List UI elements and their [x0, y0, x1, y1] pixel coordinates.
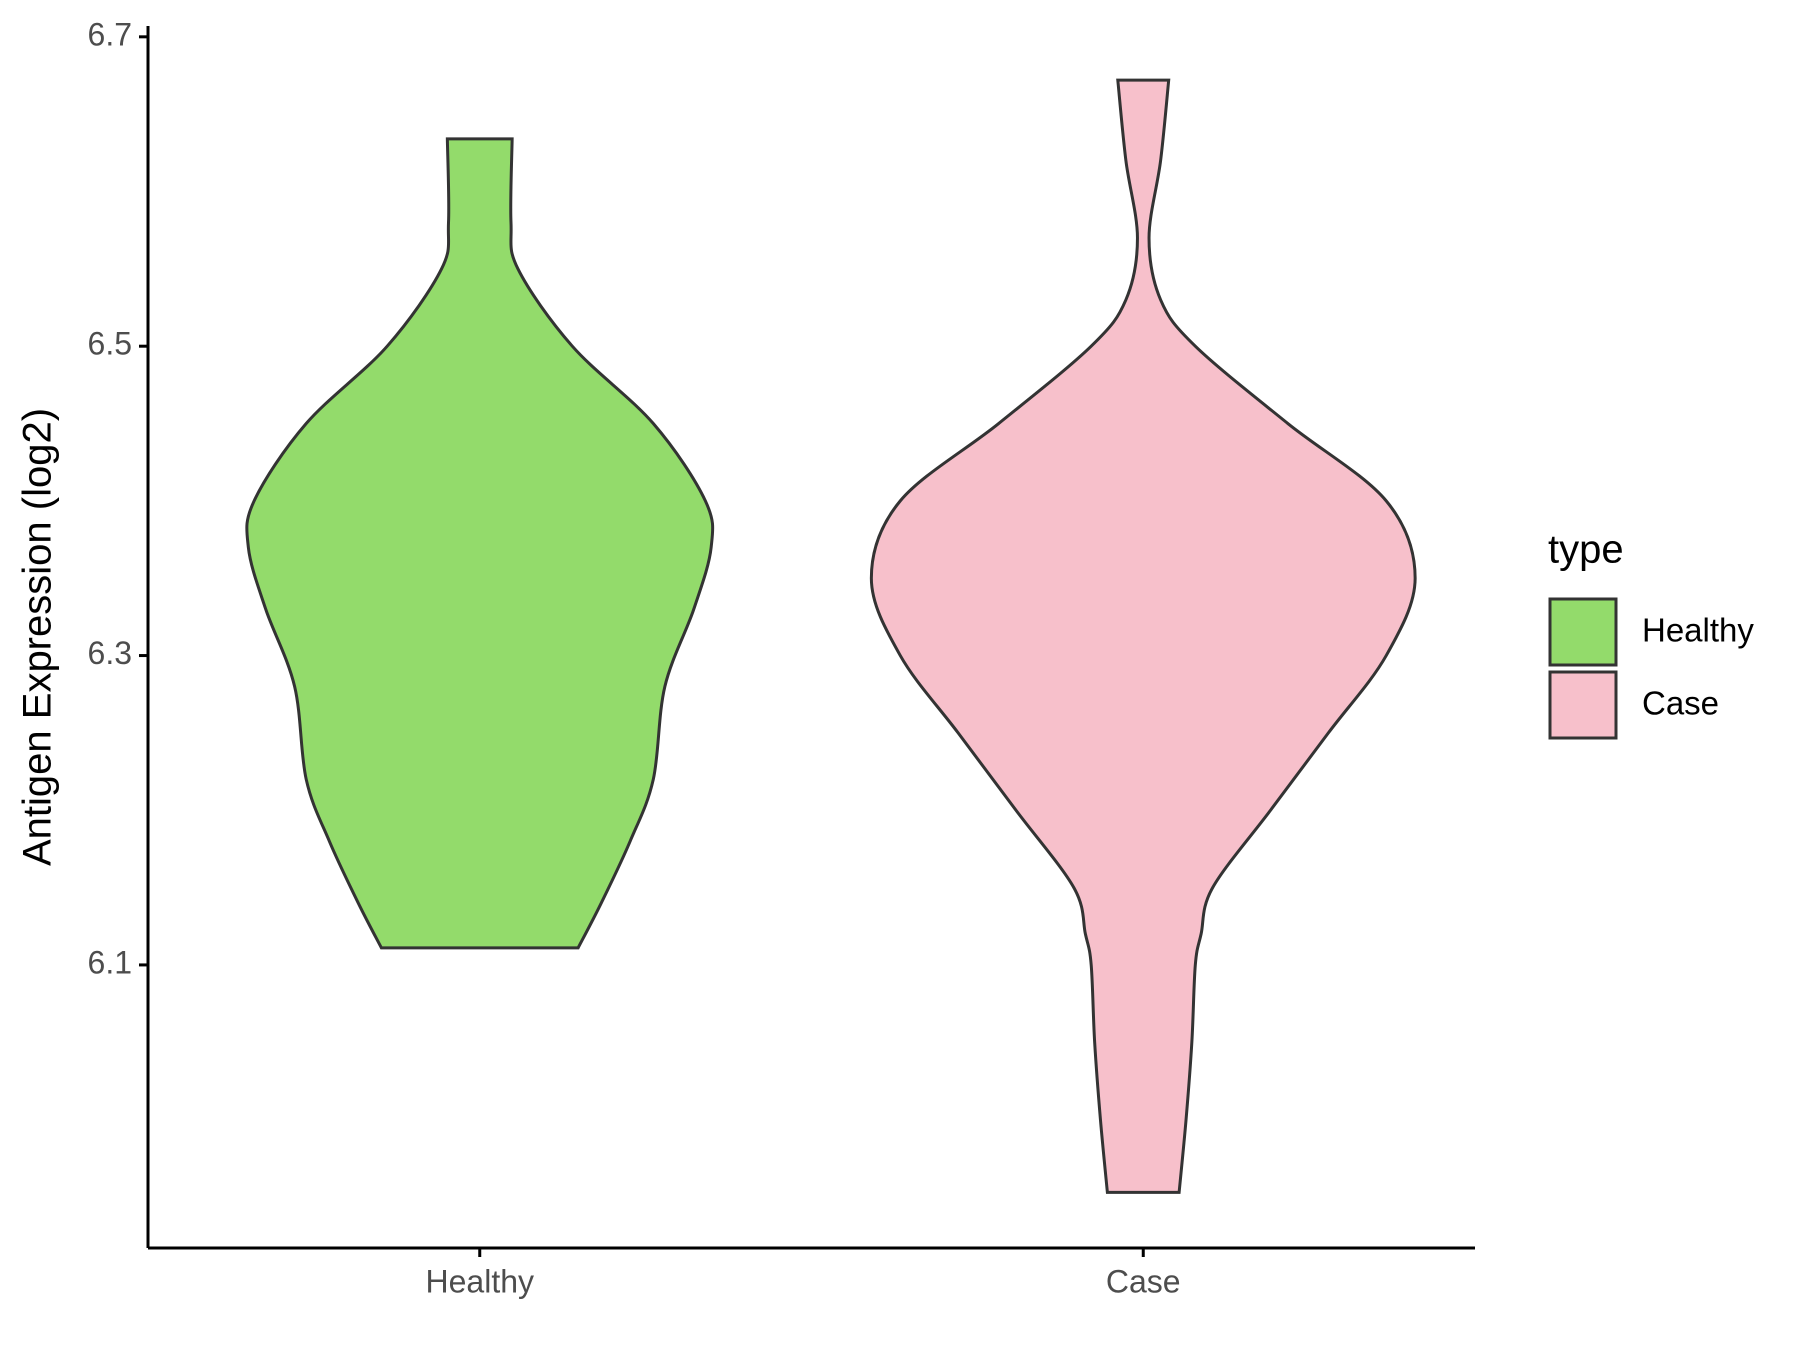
y-tick-label: 6.1: [88, 944, 132, 980]
violin: [245, 137, 715, 950]
y-tick-label: 6.3: [88, 635, 132, 671]
y-tick-label: 6.5: [88, 326, 132, 362]
violin: [869, 78, 1417, 1194]
legend-label: Healthy: [1642, 612, 1754, 649]
y-tick-label: 6.7: [88, 16, 132, 52]
legend-key: [1548, 597, 1618, 667]
y-axis-label: Antigen Expression (log2): [16, 408, 60, 866]
legend-title: type: [1548, 528, 1624, 572]
legend-label: Case: [1642, 685, 1719, 722]
legend-key: [1548, 670, 1618, 740]
x-tick-label: Case: [1106, 1263, 1181, 1299]
x-tick-label: Healthy: [426, 1263, 535, 1299]
